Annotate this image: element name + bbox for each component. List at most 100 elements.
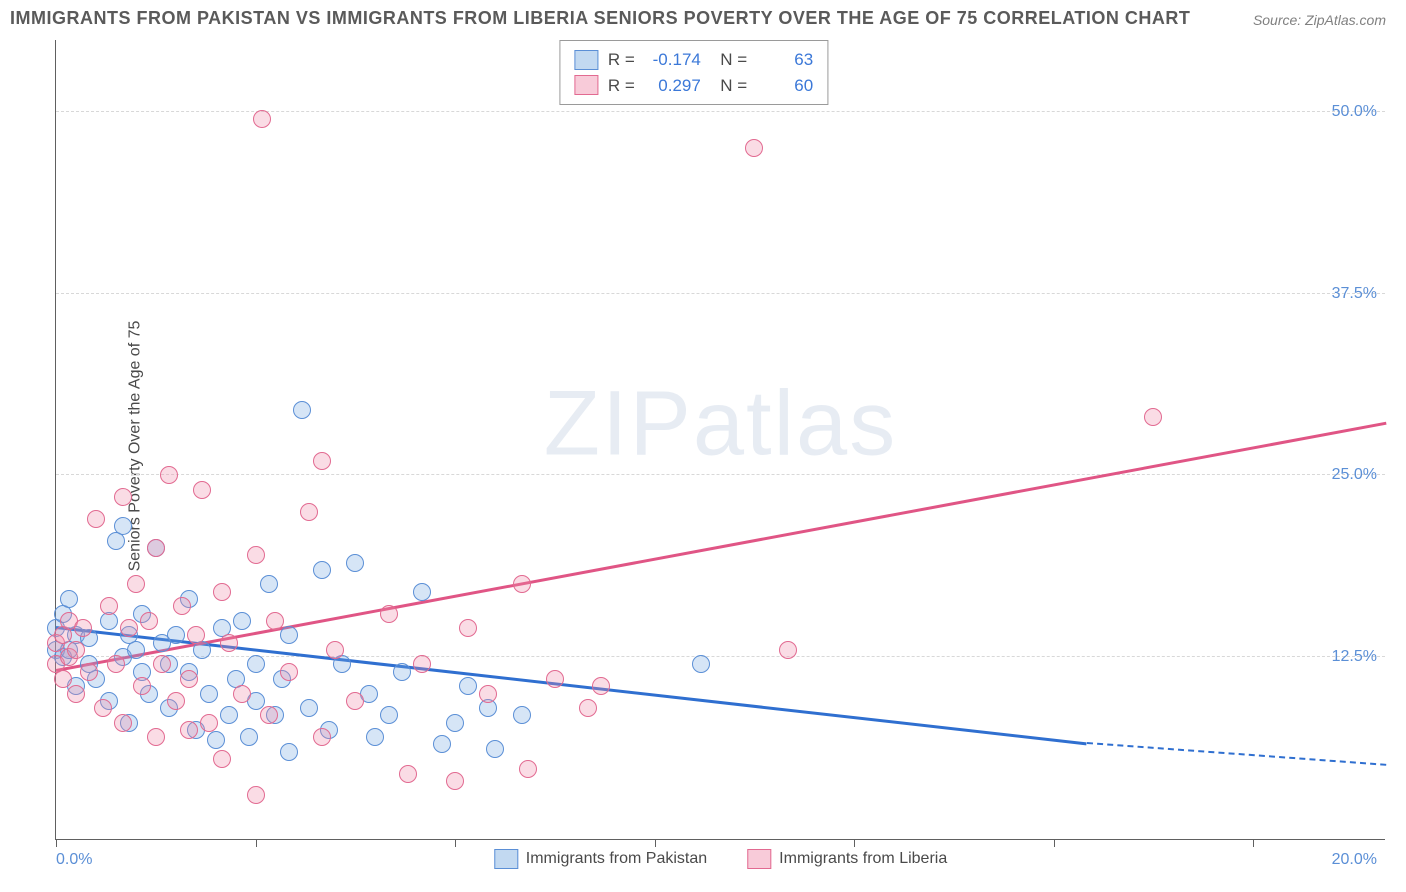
data-point-liberia bbox=[180, 670, 198, 688]
legend-r-label: R = bbox=[608, 73, 635, 99]
legend-r-value: 0.297 bbox=[645, 73, 701, 99]
data-point-pakistan bbox=[200, 685, 218, 703]
data-point-liberia bbox=[67, 685, 85, 703]
data-point-pakistan bbox=[240, 728, 258, 746]
legend-r-value: -0.174 bbox=[645, 47, 701, 73]
legend-r-label: R = bbox=[608, 47, 635, 73]
data-point-pakistan bbox=[60, 590, 78, 608]
gridline bbox=[56, 293, 1385, 294]
data-point-pakistan bbox=[513, 706, 531, 724]
data-point-pakistan bbox=[293, 401, 311, 419]
y-tick-label: 37.5% bbox=[1332, 285, 1377, 303]
data-point-liberia bbox=[120, 619, 138, 637]
data-point-liberia bbox=[479, 685, 497, 703]
data-point-liberia bbox=[193, 481, 211, 499]
x-tick bbox=[455, 839, 456, 847]
data-point-liberia bbox=[326, 641, 344, 659]
y-tick-label: 12.5% bbox=[1332, 648, 1377, 666]
data-point-liberia bbox=[1144, 408, 1162, 426]
data-point-liberia bbox=[147, 728, 165, 746]
legend-item-pakistan: Immigrants from Pakistan bbox=[494, 849, 707, 869]
data-point-pakistan bbox=[127, 641, 145, 659]
data-point-liberia bbox=[346, 692, 364, 710]
data-point-liberia bbox=[313, 728, 331, 746]
data-point-pakistan bbox=[233, 612, 251, 630]
data-point-liberia bbox=[253, 110, 271, 128]
watermark-bold: ZIP bbox=[544, 372, 693, 474]
data-point-liberia bbox=[446, 772, 464, 790]
data-point-pakistan bbox=[313, 561, 331, 579]
scatter-plot-area: ZIPatlas 0.0% 20.0% R = -0.174 N = 63 R … bbox=[55, 40, 1385, 840]
data-point-liberia bbox=[153, 655, 171, 673]
data-point-liberia bbox=[579, 699, 597, 717]
data-point-pakistan bbox=[247, 655, 265, 673]
watermark: ZIPatlas bbox=[544, 371, 897, 476]
trend-line-dash bbox=[1087, 742, 1386, 766]
data-point-liberia bbox=[67, 641, 85, 659]
x-axis-max-label: 20.0% bbox=[1332, 851, 1377, 869]
data-point-pakistan bbox=[280, 626, 298, 644]
data-point-pakistan bbox=[280, 743, 298, 761]
data-point-liberia bbox=[459, 619, 477, 637]
data-point-liberia bbox=[133, 677, 151, 695]
data-point-liberia bbox=[87, 510, 105, 528]
data-point-liberia bbox=[513, 575, 531, 593]
data-point-pakistan bbox=[260, 575, 278, 593]
data-point-liberia bbox=[399, 765, 417, 783]
data-point-liberia bbox=[114, 714, 132, 732]
data-point-liberia bbox=[54, 670, 72, 688]
data-point-liberia bbox=[266, 612, 284, 630]
data-point-pakistan bbox=[486, 740, 504, 758]
data-point-pakistan bbox=[207, 731, 225, 749]
data-point-liberia bbox=[233, 685, 251, 703]
data-point-liberia bbox=[247, 546, 265, 564]
legend-n-value: 63 bbox=[757, 47, 813, 73]
data-point-liberia bbox=[80, 663, 98, 681]
legend-label: Immigrants from Pakistan bbox=[526, 850, 707, 868]
data-point-liberia bbox=[147, 539, 165, 557]
data-point-liberia bbox=[413, 655, 431, 673]
swatch-pakistan bbox=[494, 849, 518, 869]
data-point-pakistan bbox=[300, 699, 318, 717]
data-point-pakistan bbox=[366, 728, 384, 746]
data-point-liberia bbox=[127, 575, 145, 593]
data-point-pakistan bbox=[167, 626, 185, 644]
data-point-liberia bbox=[200, 714, 218, 732]
data-point-pakistan bbox=[114, 517, 132, 535]
data-point-liberia bbox=[74, 619, 92, 637]
data-point-liberia bbox=[100, 597, 118, 615]
x-axis-min-label: 0.0% bbox=[56, 851, 92, 869]
data-point-liberia bbox=[592, 677, 610, 695]
data-point-liberia bbox=[313, 452, 331, 470]
data-point-pakistan bbox=[433, 735, 451, 753]
data-point-liberia bbox=[114, 488, 132, 506]
swatch-pakistan bbox=[574, 50, 598, 70]
data-point-pakistan bbox=[380, 706, 398, 724]
data-point-liberia bbox=[167, 692, 185, 710]
data-point-liberia bbox=[380, 605, 398, 623]
legend-n-label: N = bbox=[711, 47, 747, 73]
data-point-pakistan bbox=[446, 714, 464, 732]
data-point-pakistan bbox=[393, 663, 411, 681]
data-point-liberia bbox=[519, 760, 537, 778]
swatch-liberia bbox=[574, 75, 598, 95]
watermark-thin: atlas bbox=[693, 372, 897, 474]
gridline bbox=[56, 474, 1385, 475]
data-point-liberia bbox=[220, 634, 238, 652]
legend-item-liberia: Immigrants from Liberia bbox=[747, 849, 947, 869]
data-point-pakistan bbox=[413, 583, 431, 601]
legend-row-pakistan: R = -0.174 N = 63 bbox=[574, 47, 813, 73]
data-point-liberia bbox=[187, 626, 205, 644]
legend-n-label: N = bbox=[711, 73, 747, 99]
data-point-pakistan bbox=[692, 655, 710, 673]
y-tick-label: 25.0% bbox=[1332, 466, 1377, 484]
data-point-liberia bbox=[213, 750, 231, 768]
data-point-liberia bbox=[140, 612, 158, 630]
data-point-liberia bbox=[94, 699, 112, 717]
source-credit: Source: ZipAtlas.com bbox=[1253, 12, 1386, 28]
series-legend: Immigrants from Pakistan Immigrants from… bbox=[494, 849, 947, 869]
y-tick-label: 50.0% bbox=[1332, 103, 1377, 121]
chart-title: IMMIGRANTS FROM PAKISTAN VS IMMIGRANTS F… bbox=[10, 8, 1190, 29]
legend-label: Immigrants from Liberia bbox=[779, 850, 947, 868]
data-point-liberia bbox=[779, 641, 797, 659]
